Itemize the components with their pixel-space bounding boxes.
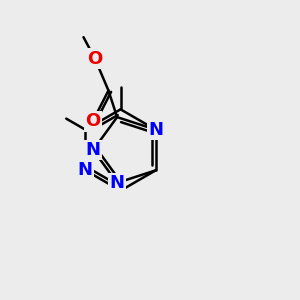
Text: O: O <box>85 112 100 130</box>
Text: N: N <box>78 161 93 179</box>
Text: N: N <box>86 141 101 159</box>
Text: N: N <box>148 121 163 139</box>
Text: N: N <box>110 174 124 192</box>
Text: O: O <box>87 50 103 68</box>
